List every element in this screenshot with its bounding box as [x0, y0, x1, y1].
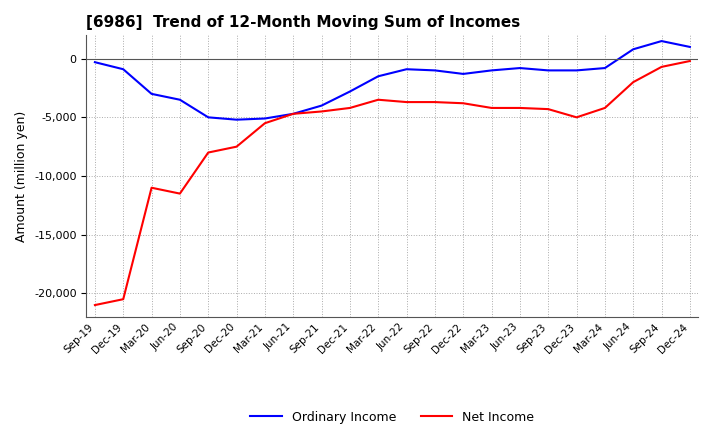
Net Income [318, 109, 326, 114]
Ordinary Income [176, 97, 184, 103]
Net Income [289, 111, 297, 117]
Net Income [402, 99, 411, 105]
Ordinary Income [204, 115, 212, 120]
Ordinary Income [544, 68, 552, 73]
Ordinary Income [233, 117, 241, 122]
Ordinary Income [346, 89, 354, 94]
Ordinary Income [600, 66, 609, 71]
Ordinary Income [261, 116, 269, 121]
Ordinary Income [516, 66, 524, 71]
Ordinary Income [289, 111, 297, 117]
Net Income [431, 99, 439, 105]
Net Income [233, 144, 241, 149]
Net Income [572, 115, 581, 120]
Net Income [487, 105, 496, 110]
Net Income [600, 105, 609, 110]
Ordinary Income [657, 38, 666, 44]
Ordinary Income [685, 44, 694, 50]
Ordinary Income [402, 66, 411, 72]
Text: [6986]  Trend of 12-Month Moving Sum of Incomes: [6986] Trend of 12-Month Moving Sum of I… [86, 15, 521, 30]
Net Income [346, 105, 354, 110]
Ordinary Income [629, 47, 637, 52]
Net Income [374, 97, 382, 103]
Ordinary Income [431, 68, 439, 73]
Ordinary Income [572, 68, 581, 73]
Line: Ordinary Income: Ordinary Income [95, 41, 690, 120]
Line: Net Income: Net Income [95, 61, 690, 305]
Ordinary Income [318, 103, 326, 108]
Net Income [119, 297, 127, 302]
Ordinary Income [119, 66, 127, 72]
Y-axis label: Amount (million yen): Amount (million yen) [16, 110, 29, 242]
Net Income [176, 191, 184, 196]
Net Income [657, 64, 666, 70]
Net Income [204, 150, 212, 155]
Net Income [544, 106, 552, 112]
Ordinary Income [374, 73, 382, 79]
Ordinary Income [487, 68, 496, 73]
Net Income [91, 302, 99, 308]
Legend: Ordinary Income, Net Income: Ordinary Income, Net Income [246, 406, 539, 429]
Ordinary Income [459, 71, 467, 77]
Ordinary Income [91, 59, 99, 65]
Net Income [685, 59, 694, 64]
Ordinary Income [148, 91, 156, 96]
Net Income [459, 101, 467, 106]
Net Income [148, 185, 156, 191]
Net Income [629, 80, 637, 85]
Net Income [261, 121, 269, 126]
Net Income [516, 105, 524, 110]
